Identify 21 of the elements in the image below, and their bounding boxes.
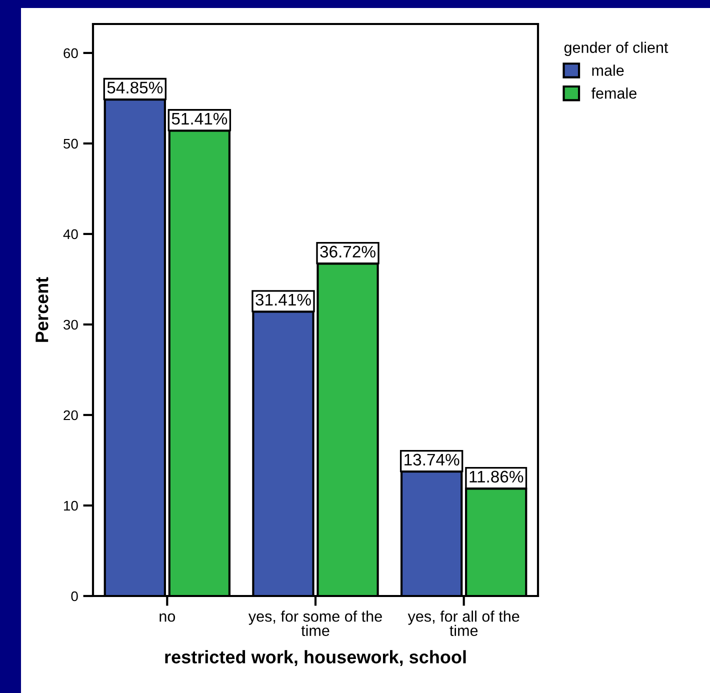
y-tick-label: 10 — [64, 500, 78, 511]
x-tick-label: yes, for all of the time — [408, 610, 520, 636]
y-tick-label: 20 — [64, 410, 78, 420]
data-label: 51.41% — [172, 112, 228, 125]
y-tick-label: 60 — [64, 48, 78, 58]
y-tick-label: 30 — [64, 320, 78, 330]
y-tick-label: 50 — [64, 138, 78, 149]
data-label: 36.72% — [320, 246, 376, 258]
x-tick-label: no — [160, 613, 176, 622]
y-tick-label: 0 — [71, 591, 78, 602]
x-axis-title: restricted work, housework, school — [165, 650, 466, 666]
legend-label: female — [591, 88, 636, 99]
x-tick-label: yes, for some of the time — [248, 610, 382, 636]
y-axis-title: Percent — [36, 277, 48, 342]
data-label: 13.74% — [404, 454, 460, 466]
legend-title: gender of client — [564, 42, 668, 56]
legend-label: male — [592, 64, 624, 76]
data-label: 54.85% — [107, 82, 163, 94]
y-tick-label: 40 — [63, 229, 78, 240]
data-label: 11.86% — [470, 470, 524, 483]
data-label: 31.41% — [256, 294, 311, 306]
